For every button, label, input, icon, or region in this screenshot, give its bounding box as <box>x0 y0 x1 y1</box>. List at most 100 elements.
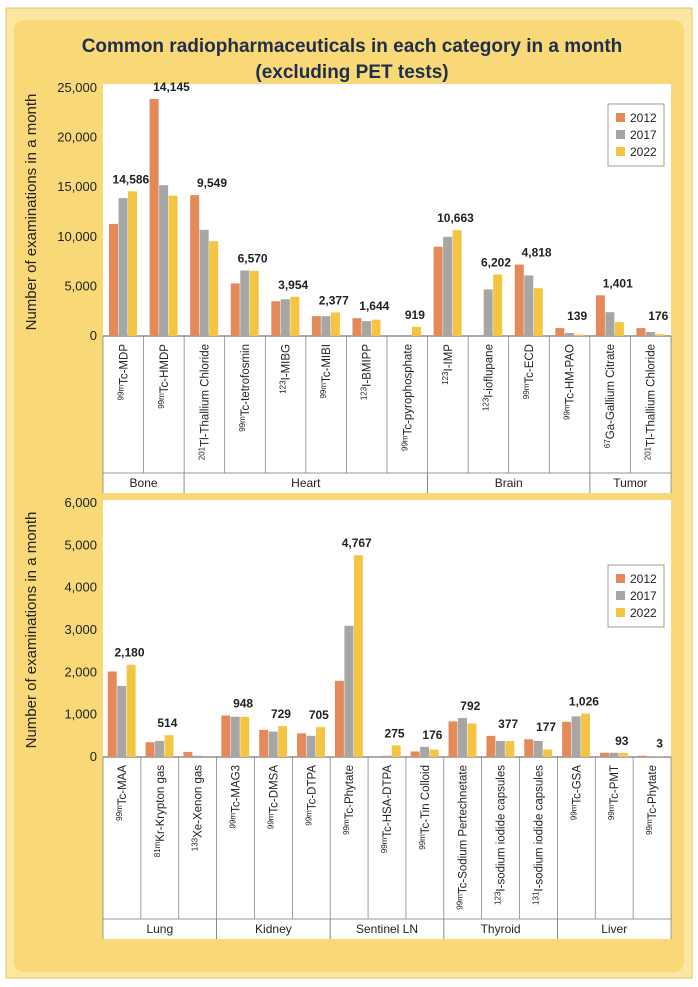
bar-2012 <box>259 729 269 757</box>
category-label: 99mTc-ECD <box>522 344 536 399</box>
category-label: 99mTc-pyrophosphate <box>400 344 414 451</box>
data-label: 4,767 <box>342 536 372 550</box>
bar-2017 <box>306 735 316 757</box>
bar-2012 <box>352 318 362 336</box>
bar-2017 <box>155 740 165 757</box>
compound-name: Kr-Krypton gas <box>155 765 167 842</box>
data-label: 6,570 <box>238 252 268 266</box>
legend-label-2017: 2017 <box>630 589 657 603</box>
compound-name: Ga-Gallium Citrate <box>605 344 617 439</box>
group-label: Brain <box>495 476 523 490</box>
y-axis-title: Number of examinations in a month <box>23 512 40 749</box>
data-label: 792 <box>460 699 480 713</box>
bar-2017 <box>605 312 615 336</box>
category-label: 99mTc-PMT <box>607 765 621 820</box>
compound-name: Tc-MAG3 <box>231 765 243 813</box>
isotope-superscript: 99m <box>319 383 328 399</box>
compound-name: Tc-Sodium Pertechnetate <box>458 765 470 894</box>
bar-2022 <box>240 716 250 757</box>
legend-label-2012: 2012 <box>630 111 657 125</box>
category-label: 201Tl-Thallium Chloride <box>197 344 211 460</box>
group-label: Liver <box>601 922 627 936</box>
category-label: 99mTc-DMSA <box>266 765 280 829</box>
bar-2017 <box>240 270 250 336</box>
category-label: 99mTc-MIBI <box>319 344 333 399</box>
isotope-superscript: 99m <box>400 435 409 451</box>
bar-2012 <box>311 316 321 336</box>
y-tick-label: 5,000 <box>64 278 97 293</box>
category-label: 123I-MIBG <box>279 344 293 394</box>
category-label: 99mTc-MAA <box>115 765 129 821</box>
bar-2022 <box>505 741 515 757</box>
isotope-superscript: 99m <box>456 894 465 910</box>
compound-name: Tc-GSA <box>571 765 583 805</box>
isotope-superscript: 123 <box>481 397 490 411</box>
bar-2012 <box>433 246 443 336</box>
bar-2012 <box>595 295 605 336</box>
bar-2012 <box>562 721 572 757</box>
bar-2017 <box>571 716 581 757</box>
isotope-superscript: 99m <box>342 819 351 835</box>
legend-label-2012: 2012 <box>630 572 657 586</box>
group-label: Lung <box>146 922 173 936</box>
bar-2017 <box>609 752 619 757</box>
y-tick-label: 4,000 <box>64 580 97 595</box>
category-label: 99mTc-HSA-DTPA <box>380 765 394 854</box>
bar-2012 <box>221 715 231 757</box>
bar-2017 <box>495 740 505 757</box>
isotope-superscript: 123 <box>360 386 369 400</box>
category-label: 123I-sodium iodide capsules <box>494 765 508 905</box>
bar-2012 <box>637 755 647 757</box>
group-label: Heart <box>291 476 321 490</box>
bar-2017 <box>458 718 467 757</box>
data-label: 2,377 <box>319 293 349 307</box>
bar-2022 <box>574 334 584 336</box>
bar-2022 <box>452 230 462 336</box>
bar-2017 <box>268 731 278 757</box>
bar-2022 <box>168 195 178 336</box>
isotope-superscript: 99m <box>418 834 427 850</box>
bar-2012 <box>514 264 524 336</box>
y-tick-label: 10,000 <box>57 229 97 244</box>
data-label: 1,026 <box>569 695 599 709</box>
bar-2022 <box>164 735 174 757</box>
bar-2017 <box>645 332 655 336</box>
compound-name: Tc-Phytate <box>647 765 659 819</box>
category-label: 131I-sodium iodide capsules <box>531 765 545 905</box>
compound-name: I-BMIPP <box>362 344 374 387</box>
data-label: 4,818 <box>522 246 552 260</box>
isotope-superscript: 99m <box>607 804 616 820</box>
isotope-superscript: 123 <box>441 371 450 385</box>
bar-2022 <box>429 749 439 757</box>
isotope-superscript: 99m <box>569 804 578 820</box>
legend-swatch-2017 <box>616 591 625 600</box>
bar-2017 <box>118 198 128 336</box>
isotope-superscript: 99m <box>645 819 654 835</box>
isotope-superscript: 67 <box>603 439 612 448</box>
isotope-superscript: 99m <box>229 813 238 829</box>
bar-2022 <box>655 334 665 336</box>
isotope-superscript: 99m <box>304 810 313 826</box>
isotope-superscript: 131 <box>531 891 540 905</box>
data-label: 3,954 <box>278 278 308 292</box>
bar-2022 <box>493 274 503 336</box>
legend-label-2017: 2017 <box>630 128 657 142</box>
compound-name: Tl-Thallium Chloride <box>646 344 658 447</box>
category-label: 99mTc-tetrofosmin <box>238 344 252 432</box>
group-label: Sentinel LN <box>356 922 418 936</box>
data-label: 2,180 <box>114 646 144 660</box>
bar-2022 <box>467 723 477 757</box>
y-tick-label: 25,000 <box>57 80 97 95</box>
data-label: 177 <box>536 720 556 734</box>
bar-2012 <box>107 671 117 757</box>
bar-2012 <box>297 733 307 757</box>
isotope-superscript: 123 <box>494 891 503 905</box>
compound-name: I-sodium iodide capsules <box>533 765 545 892</box>
bar-2012 <box>271 301 281 336</box>
data-label: 14,145 <box>153 80 190 94</box>
bar-2022 <box>316 727 325 757</box>
y-tick-label: 6,000 <box>64 495 97 510</box>
data-label: 10,663 <box>437 211 474 225</box>
data-label: 377 <box>498 717 518 731</box>
category-label: 99mTc-HM-PAO <box>563 344 577 420</box>
